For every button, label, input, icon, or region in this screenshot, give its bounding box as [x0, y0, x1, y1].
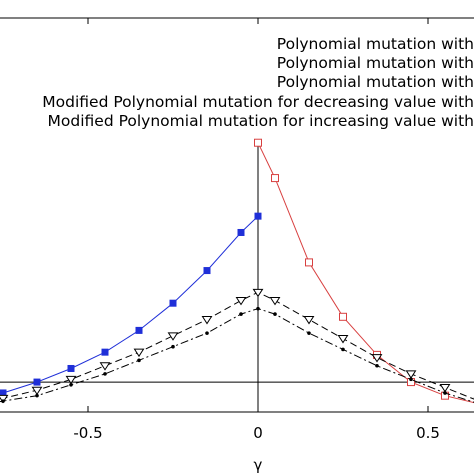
data-point [405, 370, 417, 379]
data-point [0, 389, 7, 397]
data-point [256, 306, 260, 311]
data-point [171, 344, 175, 349]
data-point [203, 267, 211, 275]
data-point [371, 354, 383, 363]
data-point [443, 391, 447, 395]
data-point [375, 363, 379, 368]
data-point [103, 372, 107, 376]
series-3 [0, 288, 474, 404]
legend-entry: Polynomial mutation with [277, 35, 474, 53]
data-point [201, 316, 213, 325]
data-point [235, 296, 247, 306]
series-1 [0, 212, 262, 397]
legend-entry: Polynomial mutation with [277, 73, 474, 91]
series-2 [254, 138, 474, 404]
data-point [135, 326, 143, 334]
data-point [337, 335, 349, 344]
data-point [273, 312, 277, 316]
data-point [237, 228, 245, 236]
data-point [167, 332, 179, 341]
data-point [65, 375, 77, 385]
data-point [137, 358, 141, 363]
data-point [271, 174, 279, 183]
data-point [339, 312, 347, 321]
data-point [269, 296, 281, 306]
data-point [99, 362, 111, 371]
data-point [341, 347, 345, 352]
data-point [1, 399, 5, 403]
data-point [307, 331, 311, 335]
data-point [69, 383, 73, 387]
data-point [101, 348, 109, 356]
data-point [205, 331, 209, 335]
series-layer [0, 138, 474, 404]
data-point [409, 377, 413, 382]
data-point [254, 138, 262, 147]
data-point [254, 212, 262, 220]
x-axis-label: γ [254, 456, 263, 474]
data-point [35, 393, 39, 398]
series-line [0, 308, 474, 403]
legend-entry: Modified Polynomial mutation for increas… [48, 112, 474, 130]
data-point [303, 316, 315, 325]
x-tick-label: -0.5 [73, 424, 102, 442]
x-axis-ticks: -0.5 0 0.5 [73, 18, 440, 442]
data-point [169, 299, 177, 307]
series-line [0, 291, 474, 400]
series-line [257, 142, 474, 404]
data-point [439, 384, 451, 393]
data-point [133, 348, 145, 358]
series-4 [0, 306, 474, 403]
legend-entry: Modified Polynomial mutation for decreas… [42, 93, 474, 111]
data-point [33, 378, 41, 386]
legend-entry: Polynomial mutation with [277, 54, 474, 72]
data-point [252, 288, 264, 298]
x-tick-label: 0.5 [416, 424, 440, 442]
data-point [239, 312, 243, 316]
data-point [31, 386, 43, 396]
data-point [67, 364, 75, 372]
x-tick-label: 0 [253, 424, 263, 442]
data-point [305, 258, 313, 267]
